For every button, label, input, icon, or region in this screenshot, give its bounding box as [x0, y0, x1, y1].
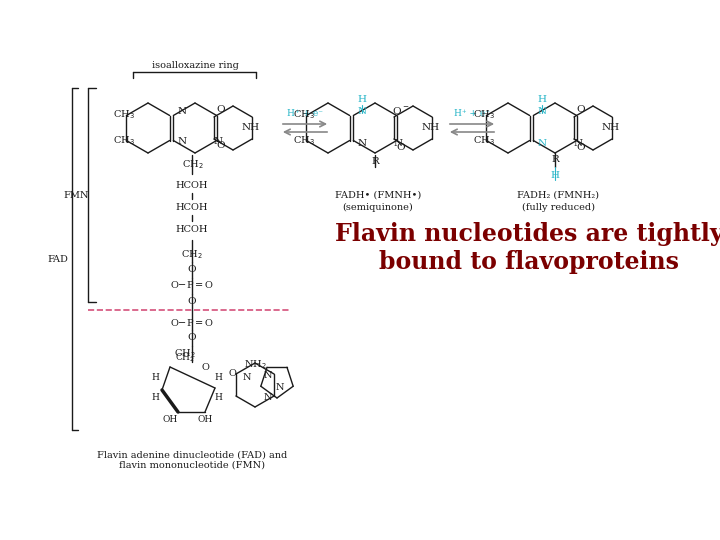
- Text: O$-$P$=$O: O$-$P$=$O: [170, 280, 214, 291]
- Text: CH$_2$: CH$_2$: [175, 352, 195, 365]
- Text: O: O: [577, 143, 585, 152]
- Text: FAD: FAD: [48, 254, 68, 264]
- Text: NH: NH: [422, 123, 440, 132]
- Text: CH$_2$: CH$_2$: [174, 348, 196, 360]
- Text: N: N: [357, 107, 366, 117]
- Text: Flavin nucleotides are tightly
bound to flavoproteins: Flavin nucleotides are tightly bound to …: [335, 222, 720, 274]
- Text: H: H: [151, 374, 159, 382]
- Text: O: O: [228, 368, 236, 377]
- Text: O: O: [201, 362, 209, 372]
- Text: NH: NH: [242, 123, 260, 132]
- Text: H: H: [214, 394, 222, 402]
- Text: (semiquinone): (semiquinone): [343, 202, 413, 212]
- Text: H⁺ + e⁻: H⁺ + e⁻: [454, 109, 490, 118]
- Text: N: N: [393, 138, 402, 147]
- Text: HCOH: HCOH: [176, 202, 208, 212]
- Text: FMN: FMN: [63, 191, 89, 199]
- Text: N: N: [264, 393, 272, 402]
- Text: NH$_2$: NH$_2$: [243, 359, 266, 372]
- Text: isoalloxazine ring: isoalloxazine ring: [152, 60, 238, 70]
- Text: O: O: [397, 143, 405, 152]
- Text: CH$_2$: CH$_2$: [182, 159, 204, 171]
- Text: N: N: [264, 370, 272, 380]
- Text: N: N: [573, 138, 582, 147]
- Text: H: H: [214, 374, 222, 382]
- Text: N: N: [243, 374, 251, 382]
- Text: H: H: [358, 96, 366, 105]
- Text: O: O: [217, 141, 225, 151]
- Text: O$^-$: O$^-$: [392, 105, 410, 116]
- Text: H: H: [538, 96, 546, 105]
- Text: FADH₂ (FMNH₂): FADH₂ (FMNH₂): [517, 191, 599, 199]
- Text: FADH• (FMNH•): FADH• (FMNH•): [335, 191, 421, 199]
- Text: R: R: [371, 158, 379, 166]
- Text: CH$_3$: CH$_3$: [293, 109, 315, 122]
- Text: (fully reduced): (fully reduced): [521, 202, 595, 212]
- Text: H: H: [151, 394, 159, 402]
- Text: N: N: [177, 138, 186, 146]
- Text: Flavin adenine dinucleotide (FAD) and
flavin mononucleotide (FMN): Flavin adenine dinucleotide (FAD) and fl…: [97, 450, 287, 470]
- Text: N: N: [213, 138, 222, 146]
- Text: HCOH: HCOH: [176, 225, 208, 233]
- Text: O: O: [188, 298, 197, 307]
- Text: O: O: [188, 266, 197, 274]
- Text: O: O: [577, 105, 585, 114]
- Text: CH$_3$: CH$_3$: [113, 134, 135, 147]
- Text: N: N: [537, 138, 546, 147]
- Text: HCOH: HCOH: [176, 180, 208, 190]
- Text: O: O: [188, 334, 197, 342]
- Text: N: N: [357, 138, 366, 147]
- Text: H: H: [551, 171, 559, 179]
- Text: O: O: [217, 105, 225, 114]
- Text: CH$_3$: CH$_3$: [293, 134, 315, 147]
- Text: CH$_3$: CH$_3$: [473, 109, 495, 122]
- Text: CH$_2$: CH$_2$: [181, 248, 203, 261]
- Text: N: N: [177, 107, 186, 117]
- Text: NH: NH: [602, 123, 620, 132]
- Text: H⁺ + e⁻: H⁺ + e⁻: [287, 109, 323, 118]
- Text: R: R: [551, 156, 559, 165]
- Text: N: N: [276, 383, 284, 393]
- Text: OH: OH: [163, 415, 178, 424]
- Text: CH$_3$: CH$_3$: [473, 134, 495, 147]
- Text: O$-$P$=$O: O$-$P$=$O: [170, 316, 214, 327]
- Text: N: N: [537, 107, 546, 117]
- Text: OH: OH: [197, 415, 212, 424]
- Text: CH$_3$: CH$_3$: [113, 109, 135, 122]
